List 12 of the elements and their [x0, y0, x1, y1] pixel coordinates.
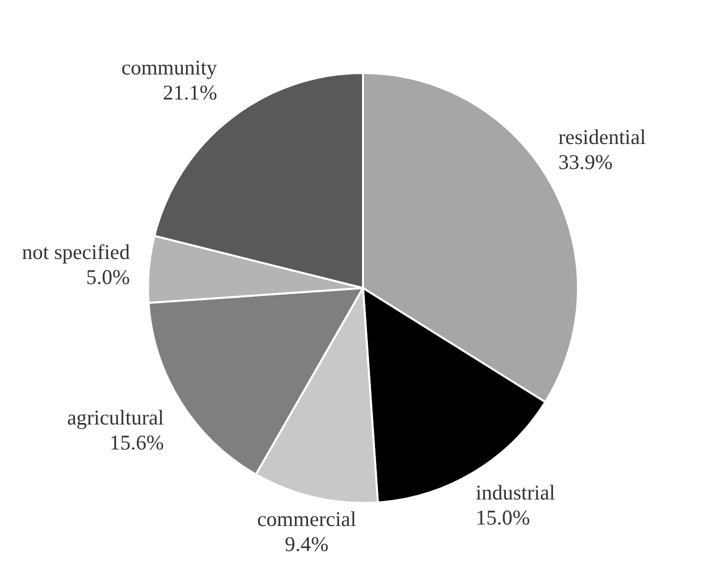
data-label: 15.0% — [476, 505, 530, 530]
slice-label: residential — [558, 125, 646, 150]
slice-label: commercial — [257, 507, 356, 532]
data-label: 9.4% — [284, 532, 329, 556]
data-label: 33.9% — [558, 150, 613, 174]
data-label: 5.0% — [86, 264, 130, 289]
slice-label: agricultural — [67, 405, 164, 430]
data-label: 15.6% — [110, 430, 164, 454]
slice-label: community — [121, 55, 218, 80]
slice-label: not specified — [22, 240, 130, 264]
data-label: 21.1% — [162, 80, 218, 104]
slice-label: industrial — [476, 480, 556, 504]
